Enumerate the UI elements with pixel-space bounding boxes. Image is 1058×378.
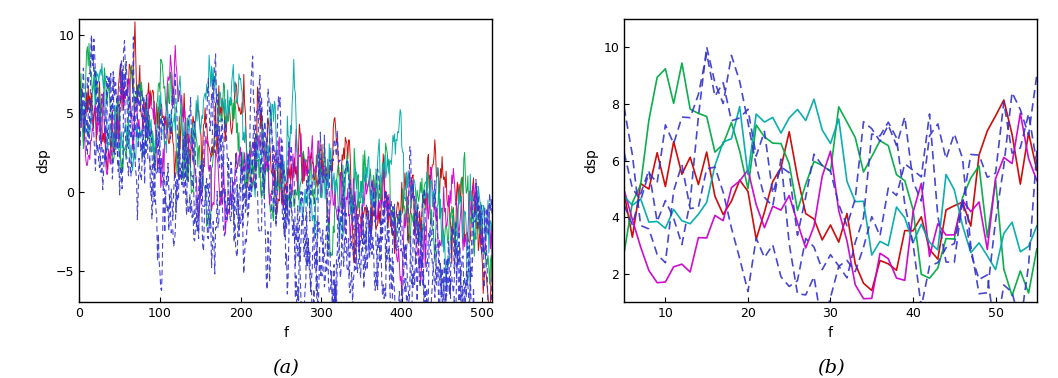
Y-axis label: dsp: dsp <box>584 148 598 173</box>
X-axis label: f: f <box>828 326 833 340</box>
X-axis label: f: f <box>284 326 288 340</box>
Text: (b): (b) <box>817 359 844 377</box>
Y-axis label: dsp: dsp <box>36 148 51 173</box>
Text: (a): (a) <box>272 359 299 377</box>
